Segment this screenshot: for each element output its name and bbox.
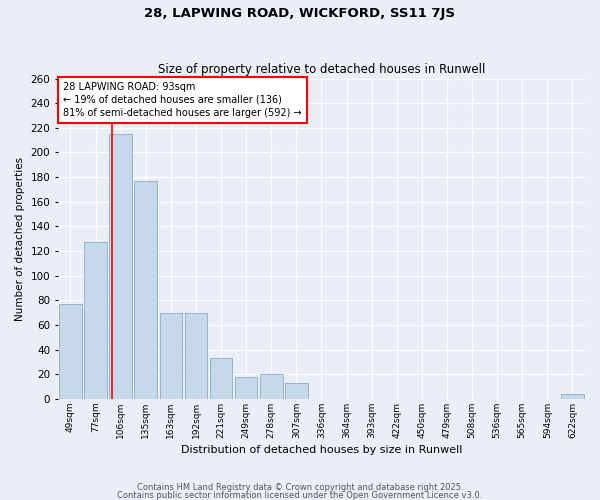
Bar <box>235 376 257 399</box>
Bar <box>561 394 584 399</box>
Text: Contains HM Land Registry data © Crown copyright and database right 2025.: Contains HM Land Registry data © Crown c… <box>137 484 463 492</box>
Bar <box>210 358 232 399</box>
Bar <box>134 181 157 399</box>
Text: 28 LAPWING ROAD: 93sqm
← 19% of detached houses are smaller (136)
81% of semi-de: 28 LAPWING ROAD: 93sqm ← 19% of detached… <box>63 82 302 118</box>
Text: Contains public sector information licensed under the Open Government Licence v3: Contains public sector information licen… <box>118 490 482 500</box>
Bar <box>109 134 132 399</box>
Bar <box>59 304 82 399</box>
X-axis label: Distribution of detached houses by size in Runwell: Distribution of detached houses by size … <box>181 445 462 455</box>
Bar <box>185 312 207 399</box>
Bar <box>285 383 308 399</box>
Bar <box>260 374 283 399</box>
Y-axis label: Number of detached properties: Number of detached properties <box>15 156 25 321</box>
Bar <box>84 242 107 399</box>
Bar <box>160 312 182 399</box>
Title: Size of property relative to detached houses in Runwell: Size of property relative to detached ho… <box>158 63 485 76</box>
Text: 28, LAPWING ROAD, WICKFORD, SS11 7JS: 28, LAPWING ROAD, WICKFORD, SS11 7JS <box>145 8 455 20</box>
